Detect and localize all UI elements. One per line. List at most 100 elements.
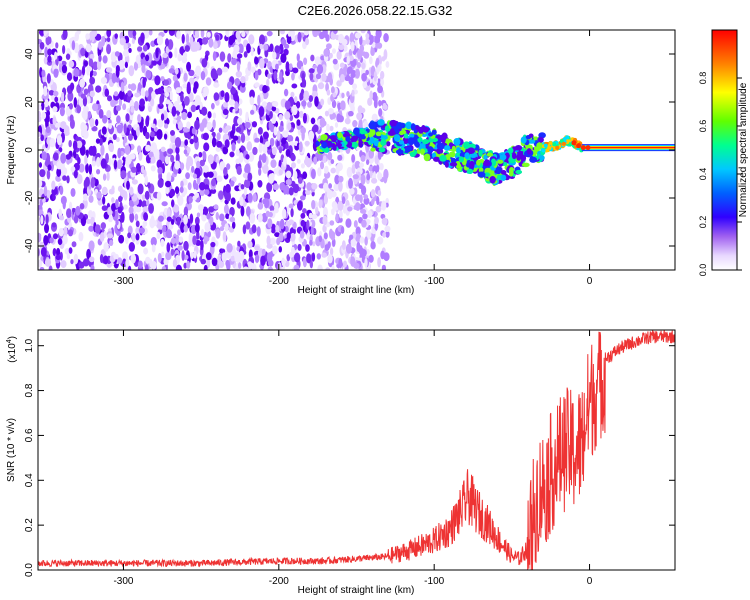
- heatmap-noise-cell: [262, 131, 269, 140]
- heatmap-xlabel: Height of straight line (km): [298, 285, 415, 296]
- heatmap-noise-cell: [175, 234, 180, 245]
- heatmap-noise-cell: [117, 185, 123, 192]
- heatmap-noise-cell: [269, 43, 274, 52]
- heatmap-noise-cell: [266, 235, 271, 246]
- heatmap-signal-cell: [353, 127, 360, 136]
- heatmap-noise-cell: [354, 160, 361, 170]
- heatmap-noise-cell: [383, 33, 389, 43]
- colorbar-tick-label: 0.0: [698, 264, 708, 277]
- heatmap-noise-cell: [364, 257, 368, 268]
- heatmap-noise-cell: [188, 77, 195, 85]
- heatmap-noise-cell: [183, 224, 189, 233]
- heatmap-signal-cell: [561, 141, 566, 146]
- heatmap-noise-cell: [189, 138, 194, 145]
- heatmap-noise-cell: [135, 54, 141, 64]
- heatmap-noise-cell: [144, 30, 149, 35]
- heatmap-noise-cell: [38, 259, 43, 268]
- heatmap-noise-cell: [378, 108, 383, 117]
- heatmap-noise-cell: [247, 240, 253, 249]
- heatmap-noise-cell: [261, 248, 266, 256]
- heatmap-noise-cell: [69, 82, 75, 91]
- heatmap-signal-cell: [377, 119, 385, 126]
- heatmap-noise-cell: [237, 43, 244, 53]
- heatmap-noise-cell: [83, 88, 89, 95]
- heatmap-noise-cell: [285, 148, 291, 157]
- heatmap-noise-cell: [331, 99, 337, 109]
- heatmap-noise-cell: [89, 90, 95, 98]
- heatmap-signal-cell: [529, 156, 538, 163]
- heatmap-noise-cell: [338, 257, 343, 269]
- heatmap-noise-cell: [123, 94, 127, 102]
- heatmap-noise-cell: [227, 81, 233, 90]
- heatmap-noise-cell: [336, 80, 342, 87]
- snr-ytick-label: 0.4: [24, 473, 35, 487]
- heatmap-noise-cell: [77, 156, 81, 165]
- heatmap-noise-cell: [66, 175, 70, 184]
- heatmap-noise-cell: [291, 83, 298, 89]
- heatmap-noise-cell: [201, 214, 207, 222]
- heatmap-noise-cell: [160, 146, 166, 152]
- heatmap-noise-cell: [345, 218, 352, 228]
- heatmap-noise-cell: [254, 56, 259, 65]
- heatmap-noise-cell: [122, 103, 127, 111]
- heatmap-noise-cell: [323, 48, 330, 57]
- heatmap-signal-cell: [345, 136, 351, 142]
- heatmap-noise-cell: [282, 130, 289, 138]
- heatmap-noise-cell: [341, 38, 348, 46]
- heatmap-noise-cell: [39, 169, 46, 178]
- heatmap-noise-cell: [128, 242, 136, 252]
- heatmap-noise-cell: [127, 133, 133, 141]
- heatmap-noise-cell: [207, 111, 212, 119]
- heatmap-noise-cell: [62, 235, 68, 245]
- heatmap-noise-cell: [137, 114, 141, 123]
- heatmap-noise-cell: [263, 44, 269, 51]
- heatmap-noise-cell: [165, 180, 172, 188]
- heatmap-signal-cell: [555, 145, 560, 150]
- snr-xlabel: Height of straight line (km): [298, 585, 415, 596]
- heatmap-noise-cell: [51, 180, 56, 190]
- heatmap-signal-cell: [336, 142, 343, 148]
- heatmap-noise-cell: [162, 53, 168, 59]
- heatmap-noise-cell: [251, 224, 257, 234]
- heatmap-noise-cell: [150, 165, 156, 172]
- heatmap-noise-cell: [298, 141, 303, 153]
- heatmap-noise-cell: [238, 250, 245, 261]
- heatmap-noise-cell: [101, 126, 107, 135]
- heatmap-noise-cell: [240, 205, 245, 217]
- heatmap-noise-cell: [177, 53, 182, 62]
- heatmap-noise-cell: [43, 185, 48, 197]
- heatmap-noise-cell: [251, 121, 258, 128]
- heatmap-noise-cell: [338, 210, 343, 219]
- heatmap-noise-cell: [39, 41, 45, 50]
- heatmap-noise-cell: [285, 69, 290, 77]
- heatmap-noise-cell: [308, 130, 315, 141]
- heatmap-noise-cell: [375, 30, 382, 39]
- heatmap-signal-cell: [456, 147, 461, 154]
- heatmap-noise-cell: [360, 185, 367, 196]
- heatmap-noise-cell: [135, 220, 140, 228]
- heatmap-noise-cell: [311, 252, 316, 262]
- heatmap-noise-cell: [112, 133, 117, 140]
- heatmap-noise-cell: [300, 212, 306, 219]
- heatmap-noise-cell: [71, 241, 77, 248]
- heatmap-signal-cell: [538, 136, 544, 143]
- heatmap-noise-cell: [215, 228, 221, 239]
- heatmap-noise-cell: [377, 172, 383, 180]
- heatmap-noise-cell: [236, 53, 243, 59]
- heatmap-noise-cell: [113, 91, 119, 97]
- heatmap-noise-cell: [248, 34, 255, 45]
- heatmap-noise-cell: [382, 232, 387, 238]
- heatmap-signal-cell: [466, 168, 474, 175]
- heatmap-noise-cell: [82, 258, 90, 267]
- heatmap-noise-cell: [229, 151, 235, 158]
- heatmap-signal-cell: [395, 128, 400, 135]
- heatmap-signal-cell: [511, 152, 517, 160]
- heatmap-noise-cell: [210, 241, 216, 248]
- heatmap-noise-cell: [305, 244, 310, 252]
- heatmap-noise-cell: [90, 177, 96, 189]
- heatmap-noise-cell: [242, 172, 249, 179]
- heatmap-noise-cell: [219, 213, 225, 222]
- heatmap-noise-cell: [278, 232, 284, 242]
- heatmap-noise-cell: [83, 60, 89, 67]
- heatmap-noise-cell: [318, 152, 323, 162]
